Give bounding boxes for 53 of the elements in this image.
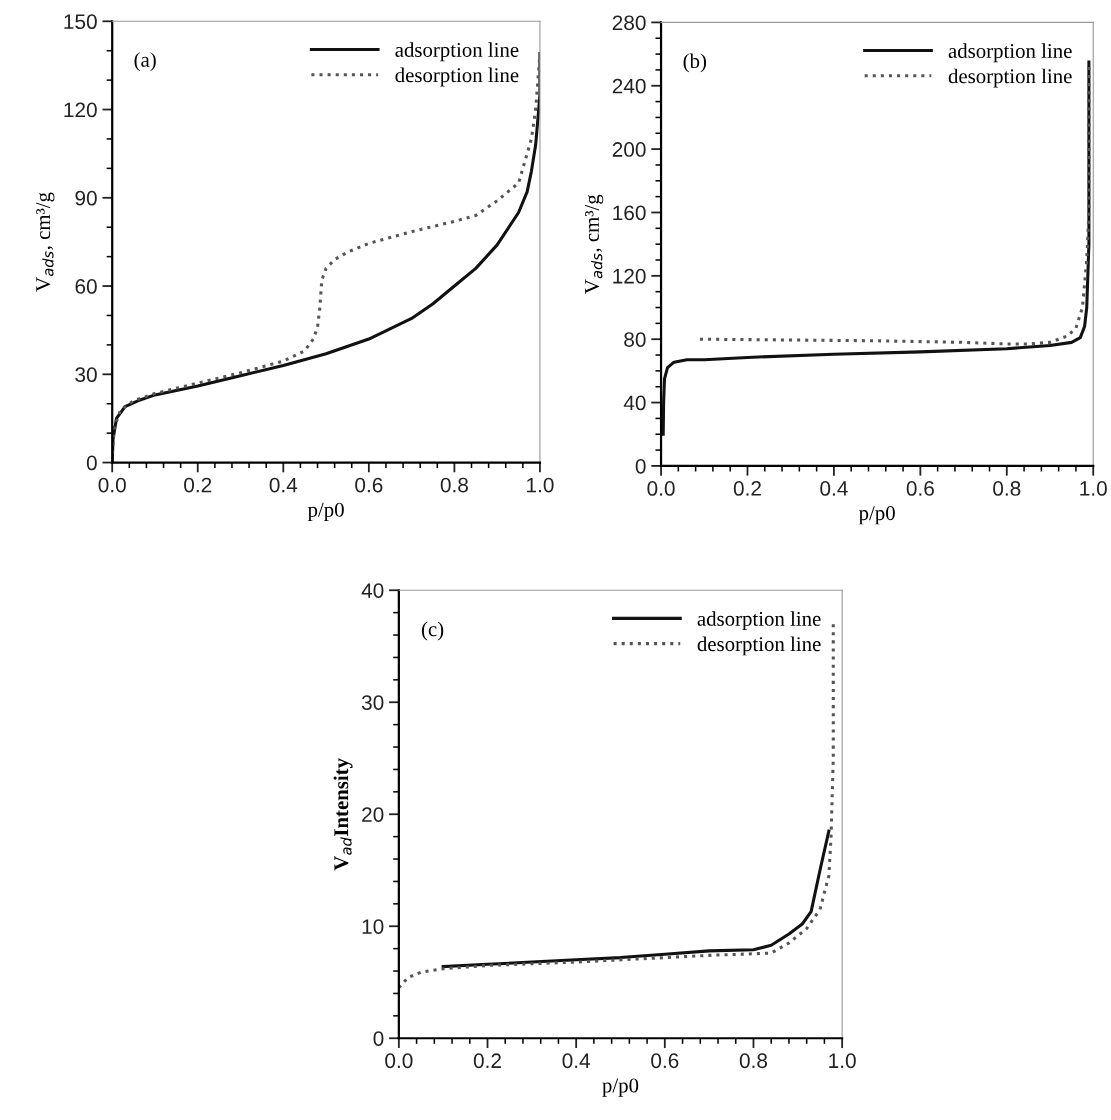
x-axis-title: p/p0: [858, 506, 895, 525]
x-axis-title: p/p0: [602, 1078, 639, 1097]
annotation: (b): [683, 53, 707, 73]
x-axis-title: p/p0: [307, 502, 344, 522]
y-tick-label: 60: [75, 279, 97, 294]
x-tick-label: 0.0: [98, 477, 126, 493]
x-tick-label: 0.2: [184, 477, 212, 493]
legend-label: adsorption line: [395, 42, 519, 62]
x-tick-label: 0.6: [651, 1053, 679, 1069]
x-tick-label: 0.4: [562, 1053, 591, 1069]
x-tick-label: 0.8: [440, 477, 468, 493]
legend-label: adsorption line: [948, 43, 1072, 63]
x-tick-label: 0.6: [355, 477, 383, 493]
legend-label: adsorption line: [697, 611, 821, 631]
x-tick-label: 0.6: [906, 481, 934, 496]
x-tick-label: 0.8: [993, 481, 1021, 496]
y-tick-label: 200: [612, 142, 646, 157]
y-tick-label: 0: [635, 458, 646, 474]
legend-label: desorption line: [697, 636, 821, 656]
y-tick-label: 0: [373, 1031, 384, 1046]
x-tick-label: 0.8: [739, 1053, 768, 1069]
legend-label: desorption line: [948, 68, 1072, 88]
y-tick-label: 80: [624, 332, 646, 347]
y-tick-label: 160: [613, 205, 646, 221]
y-tick-label: 0: [86, 455, 97, 471]
y-tick-label: 240: [612, 78, 646, 94]
x-tick-label: 0.4: [820, 481, 848, 496]
x-tick-label: 0.0: [385, 1053, 413, 1069]
y-axis-title: V$_{ad}$Intensity: [333, 758, 353, 871]
legend-label: desorption line: [395, 67, 519, 87]
line-series: [441, 829, 831, 969]
x-tick-label: 1.0: [527, 477, 554, 493]
y-tick-label: 40: [361, 583, 384, 598]
y-tick-label: 150: [64, 14, 97, 30]
x-tick-label: 1.0: [829, 1053, 856, 1069]
y-tick-label: 40: [623, 395, 646, 411]
y-tick-label: 10: [362, 919, 384, 934]
y-tick-label: 30: [75, 367, 97, 383]
y-axis-title: V$_{ads}$, cm³/g: [36, 192, 55, 292]
annotation: (a): [134, 52, 156, 72]
x-tick-label: 1.0: [1080, 481, 1107, 496]
y-axis-title: V$_{ads}$, cm³/g: [585, 194, 604, 294]
x-tick-label: 0.0: [647, 481, 675, 496]
y-tick-label: 90: [75, 190, 97, 206]
y-tick-label: 120: [613, 268, 646, 284]
x-tick-label: 0.2: [733, 481, 761, 496]
x-tick-label: 0.2: [473, 1053, 501, 1069]
annotation: (c): [421, 621, 444, 641]
y-tick-label: 30: [361, 695, 384, 710]
y-tick-label: 120: [64, 102, 97, 118]
x-tick-label: 0.4: [269, 477, 298, 493]
y-tick-label: 20: [362, 807, 384, 822]
y-tick-label: 280: [612, 15, 646, 31]
